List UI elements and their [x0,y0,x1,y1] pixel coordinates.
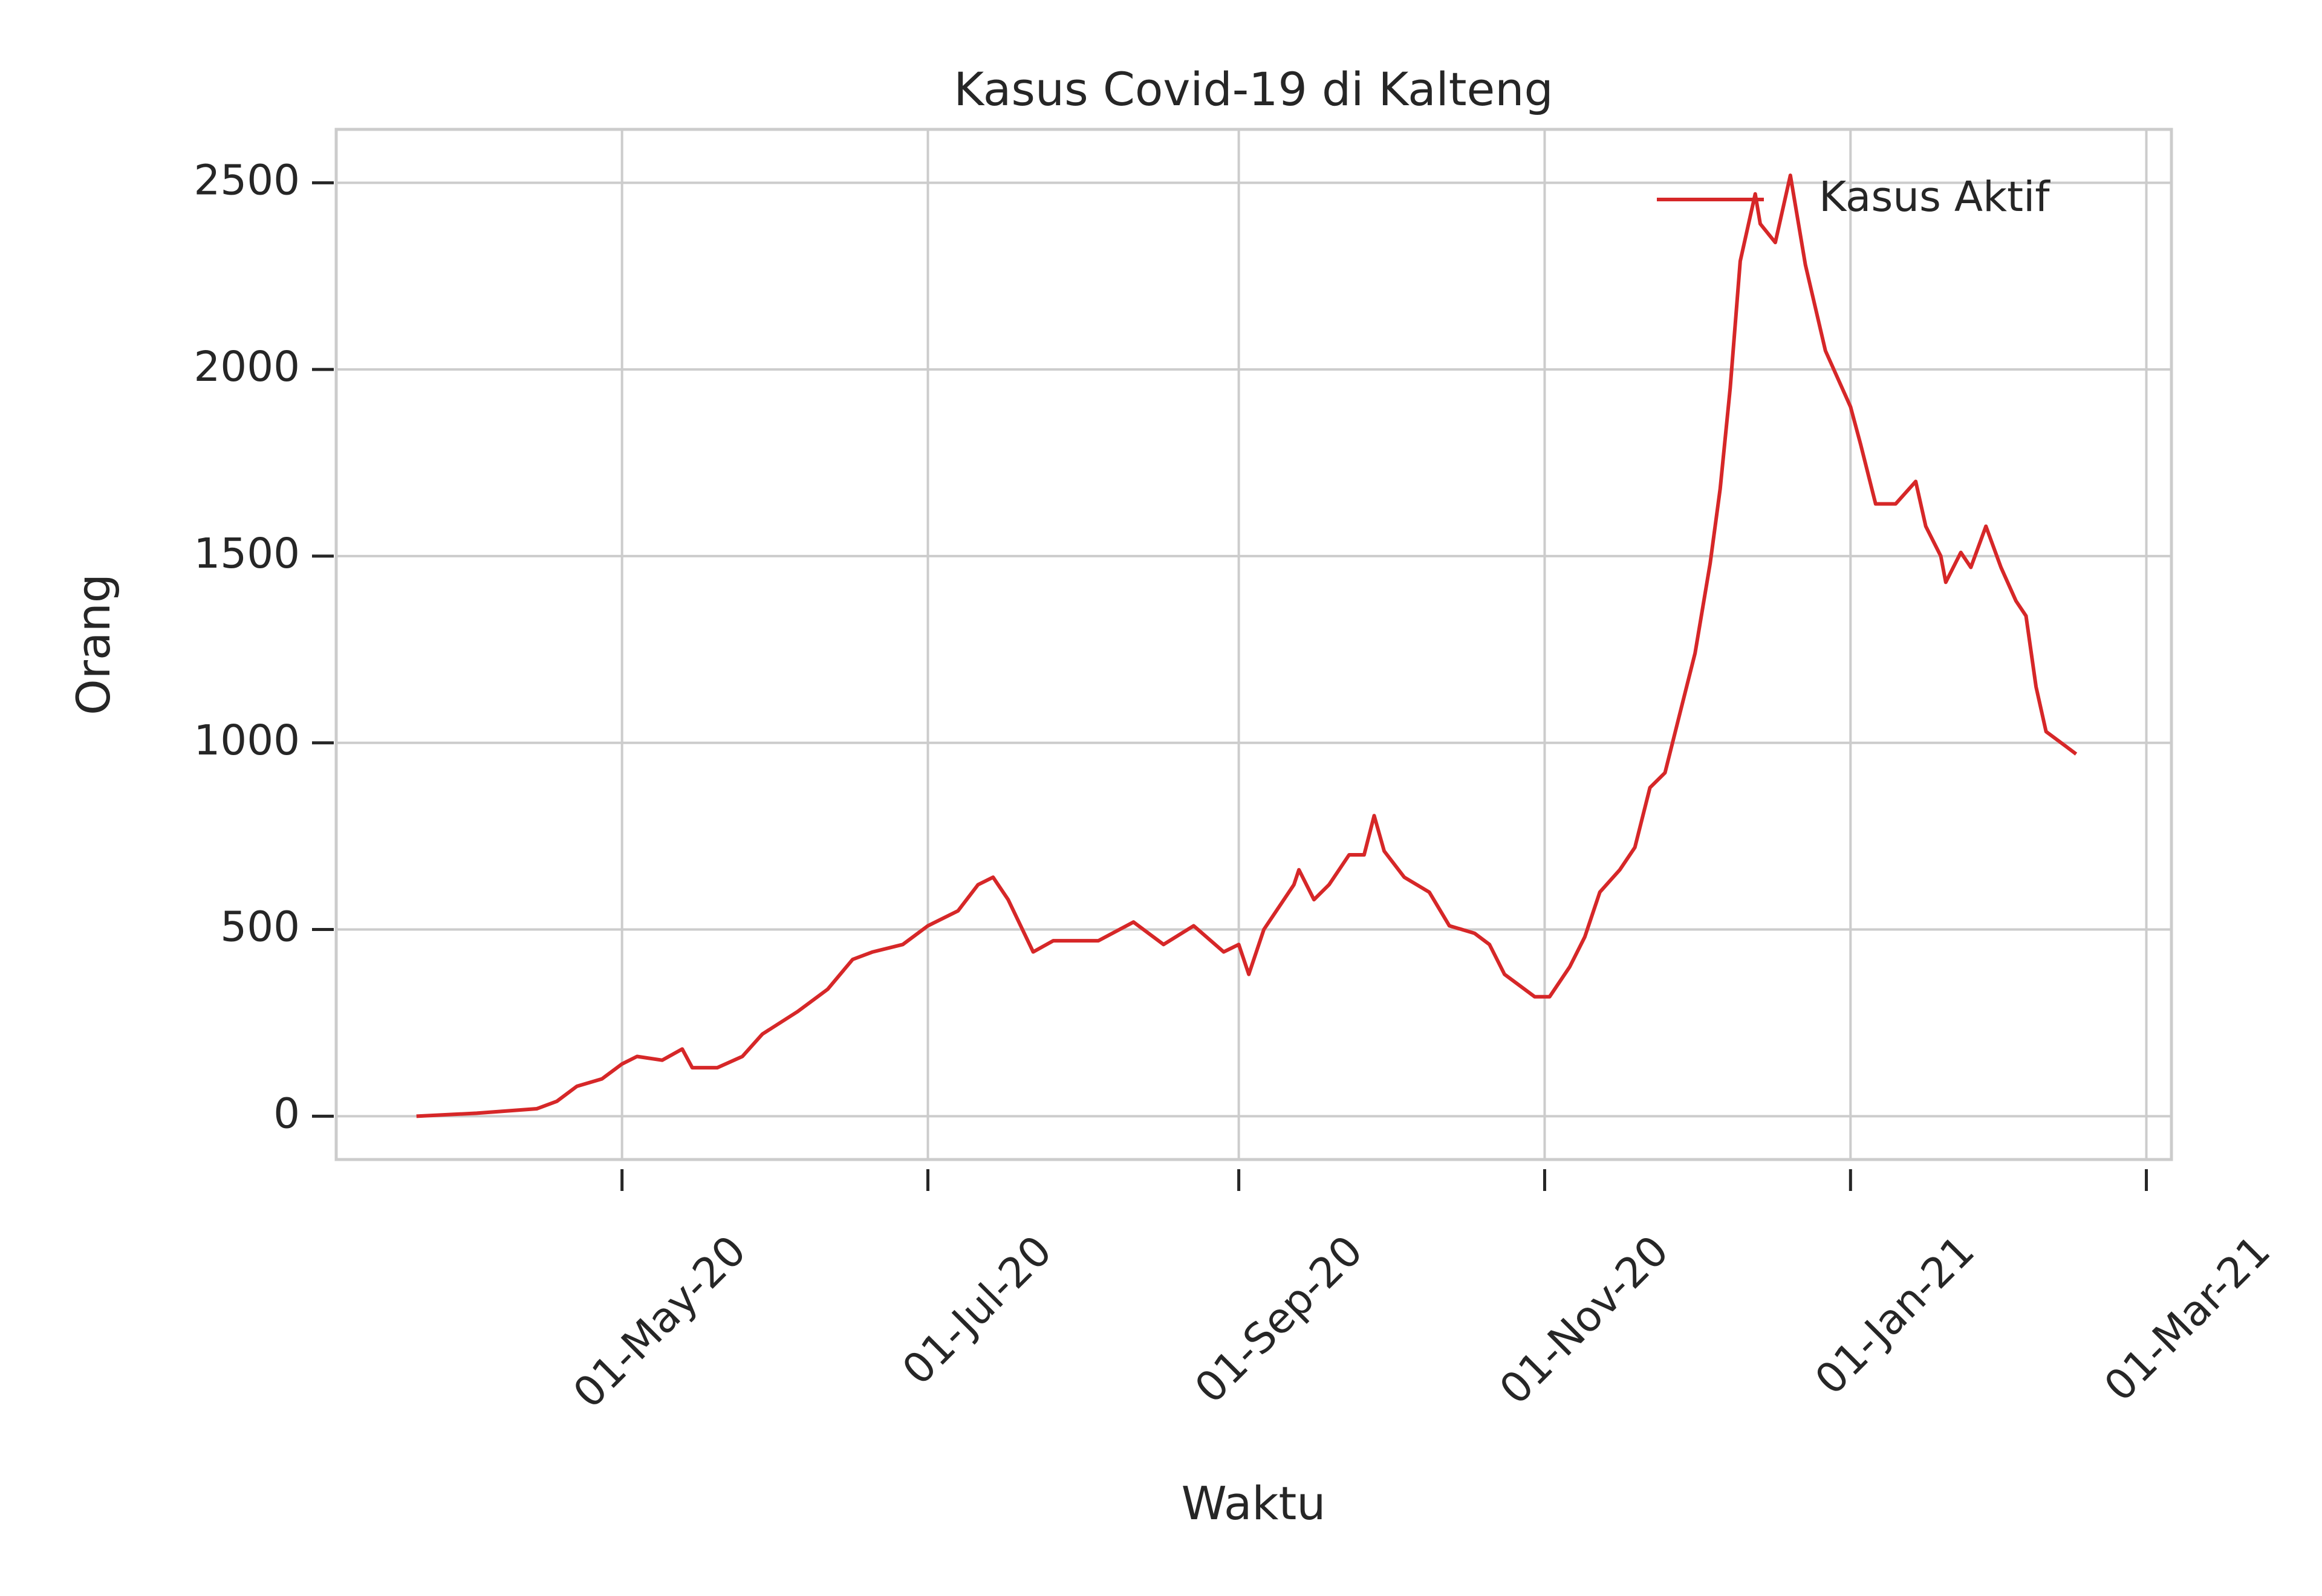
x-tick-label: 01-Mar-21 [2095,1227,2280,1411]
y-tick-label: 2500 [194,156,300,204]
x-tick-label: 01-Jul-20 [893,1227,1061,1395]
chart-title: Kasus Covid-19 di Kalteng [954,62,1553,116]
plot-frame [334,128,2173,1161]
x-tick-label: 01-Nov-20 [1491,1227,1678,1414]
x-tick-label: 01-May-20 [564,1227,755,1418]
legend-label: Kasus Aktif [1819,173,2050,221]
y-tick-label: 0 [273,1089,300,1138]
data-line [416,174,2078,1118]
y-tick-label: 1000 [194,716,300,765]
y-tick-label: 2000 [194,343,300,391]
y-tick-label: 1500 [194,530,300,578]
x-axis-label: Waktu [1182,1476,1326,1530]
x-tick-label: 01-Jan-21 [1806,1227,1984,1404]
x-tick-label: 01-Sep-20 [1186,1227,1372,1413]
y-axis-label: Orang [67,574,120,715]
y-tick-label: 500 [220,903,300,952]
